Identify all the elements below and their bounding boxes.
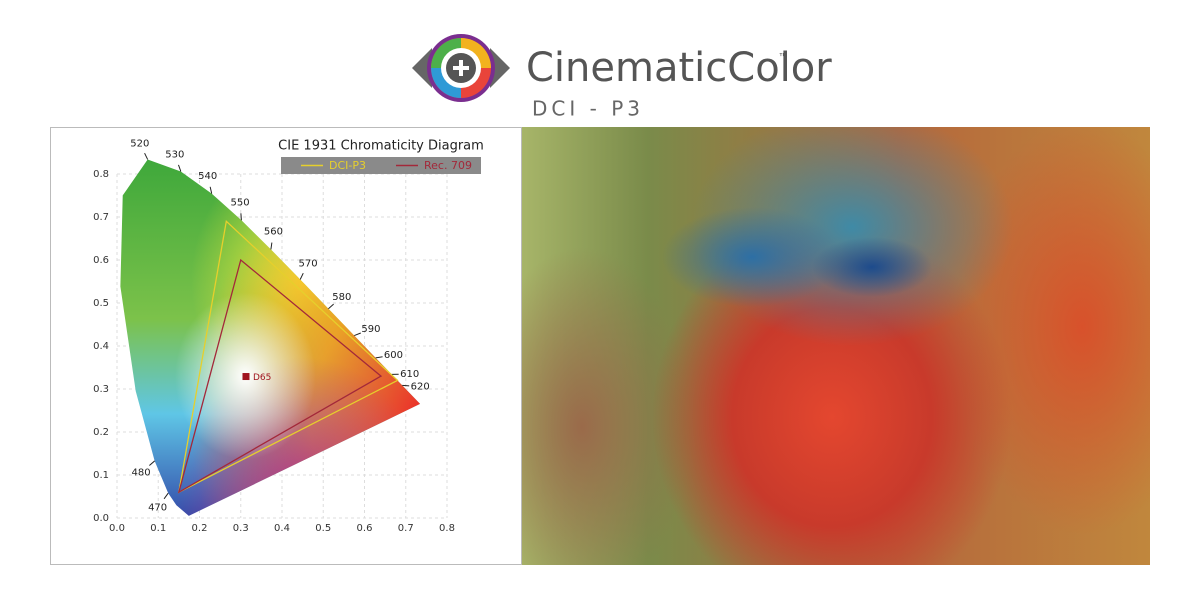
y-tick-label: 0.6 <box>93 255 109 266</box>
header: CinematicColor ™ DCI - P3 <box>412 34 832 121</box>
wavelength-label: 470 <box>148 503 167 514</box>
y-tick-label: 0.5 <box>93 298 109 309</box>
locus-tick <box>240 213 242 221</box>
y-tick-label: 0.7 <box>93 212 109 223</box>
x-tick-label: 0.0 <box>109 523 125 534</box>
trademark: ™ <box>778 51 789 64</box>
wavelength-label: 540 <box>198 171 217 182</box>
x-tick-label: 0.5 <box>315 523 331 534</box>
wavelength-label: 560 <box>264 227 283 238</box>
y-tick-label: 0.3 <box>93 384 109 395</box>
plot: 0.0 0.1 0.2 0.3 0.4 0.5 0.6 0.7 0.8 0.0 0.1 0.2 0.3 0… <box>93 138 455 534</box>
locus-tick <box>328 303 334 310</box>
wavelength-label: 570 <box>299 258 318 269</box>
x-tick-label: 0.7 <box>398 523 414 534</box>
chart: 0.0 0.1 0.2 0.3 0.4 0.5 0.6 0.7 0.8 0.0 0.1 0.2 0.3 0… <box>50 127 522 565</box>
x-tick-label: 0.6 <box>357 523 373 534</box>
legend <box>281 157 481 174</box>
chart-title: CIE 1931 Chromaticity Diagram <box>278 139 484 154</box>
white-point-label: D65 <box>253 373 271 383</box>
wavelength-label: 530 <box>165 149 184 160</box>
locus-tick <box>163 492 169 500</box>
y-tick-label: 0.0 <box>93 513 109 524</box>
wavelength-label: 550 <box>231 197 250 208</box>
x-tick-label: 0.4 <box>274 523 290 534</box>
x-tick-label: 0.1 <box>150 523 166 534</box>
subtitle: DCI - P3 <box>532 97 644 121</box>
wavelength-label: 520 <box>130 138 149 149</box>
wavelength-label: 620 <box>411 382 430 393</box>
locus-tick <box>299 272 304 280</box>
x-tick-label: 0.8 <box>439 523 455 534</box>
gamut-triangle <box>177 258 383 494</box>
y-tick-label: 0.1 <box>93 470 109 481</box>
locus-tick <box>375 356 383 359</box>
locus-tick <box>270 242 273 250</box>
locus-tick <box>149 460 155 466</box>
wavelength-label: 580 <box>332 292 351 303</box>
wavelength-label: 590 <box>361 324 380 335</box>
x-tick-label: 0.2 <box>192 523 208 534</box>
locus-tick <box>209 186 213 194</box>
wavelength-label: 600 <box>384 350 403 361</box>
y-tick-label: 0.2 <box>93 427 109 438</box>
locus-tick <box>144 152 149 160</box>
y-tick-label: 0.4 <box>93 341 109 352</box>
wavelength-label: 480 <box>131 468 150 479</box>
photo <box>522 127 1150 565</box>
locus-tick <box>354 332 361 337</box>
locus-fill <box>120 159 421 516</box>
x-tick-label: 0.3 <box>233 523 249 534</box>
legend-label: DCI-P3 <box>329 159 366 172</box>
legend-label: Rec. 709 <box>424 159 472 172</box>
legend-items: DCI-P3 Rec. 709 <box>301 159 472 172</box>
y-tick-label: 0.8 <box>93 169 109 180</box>
locus-tick <box>178 164 182 172</box>
brand: CinematicColor <box>526 45 832 91</box>
white-point <box>242 373 250 381</box>
wavelength-label: 610 <box>400 369 419 380</box>
gamut-triangle <box>178 220 399 494</box>
logo-icon <box>412 34 510 102</box>
